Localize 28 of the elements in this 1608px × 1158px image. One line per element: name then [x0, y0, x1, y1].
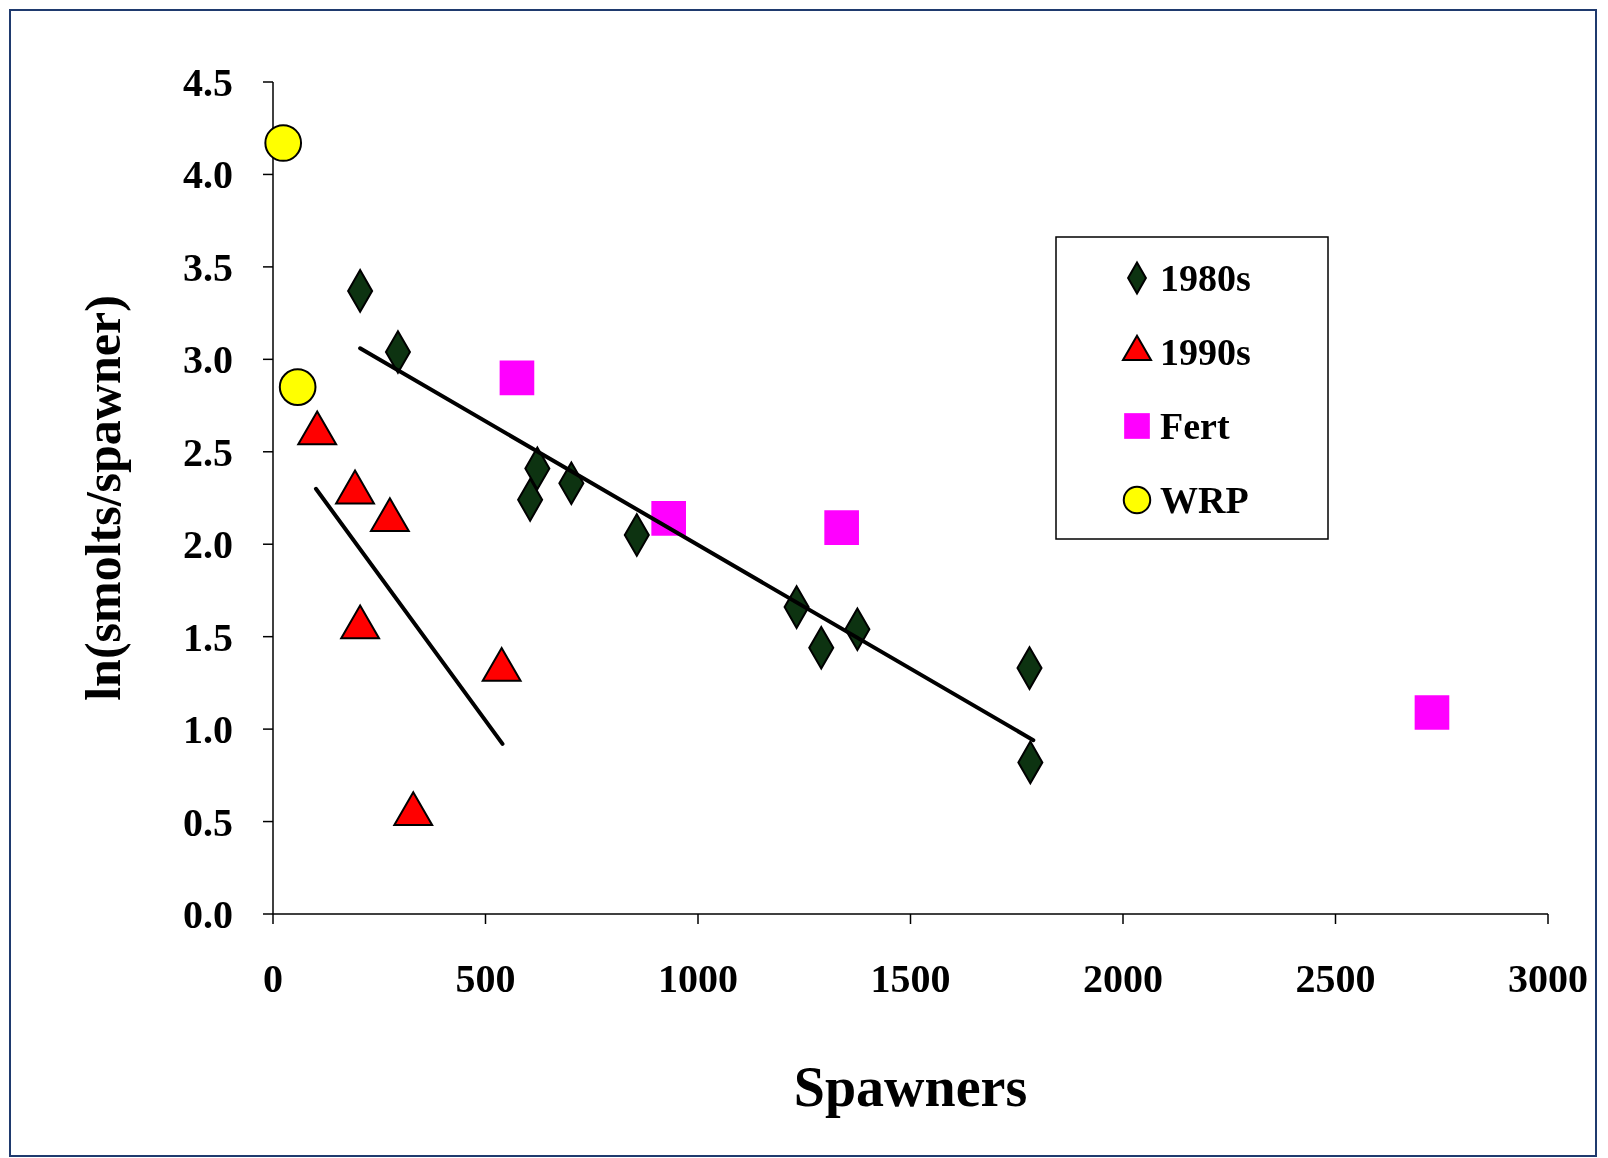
point [1414, 695, 1450, 730]
x-tick-label: 2500 [1295, 956, 1376, 1001]
y-tick-label: 1.5 [183, 614, 233, 660]
y-tick-label: 3.5 [183, 244, 233, 290]
y-tick-label: 3.0 [183, 337, 233, 383]
x-tick-label: 500 [455, 956, 516, 1001]
y-axis-title: ln(smolts/spawner) [75, 295, 131, 701]
point [278, 368, 317, 406]
x-tick-label: 3000 [1508, 956, 1588, 1001]
point [499, 360, 535, 396]
y-tick-label: 1.0 [183, 707, 233, 753]
x-axis-title: Spawners [793, 1056, 1028, 1118]
point [264, 124, 303, 162]
x-tick-label: 1500 [870, 956, 951, 1001]
legend-label: Fert [1160, 405, 1230, 448]
legend-label: WRP [1160, 479, 1249, 522]
legend-label: 1990s [1160, 331, 1251, 374]
legend-label: 1980s [1160, 257, 1251, 300]
y-tick-label: 4.5 [183, 60, 233, 105]
x-tick-label: 1000 [658, 956, 738, 1001]
x-tick-label: 2000 [1083, 956, 1163, 1001]
y-tick-label: 0.0 [183, 892, 233, 937]
y-tick-label: 4.0 [183, 152, 233, 198]
point [824, 510, 859, 545]
y-tick-label: 2.5 [183, 429, 233, 475]
y-tick-label: 2.0 [183, 522, 233, 568]
y-tick-label: 0.5 [183, 799, 233, 845]
x-tick-label: 0 [263, 956, 283, 1001]
